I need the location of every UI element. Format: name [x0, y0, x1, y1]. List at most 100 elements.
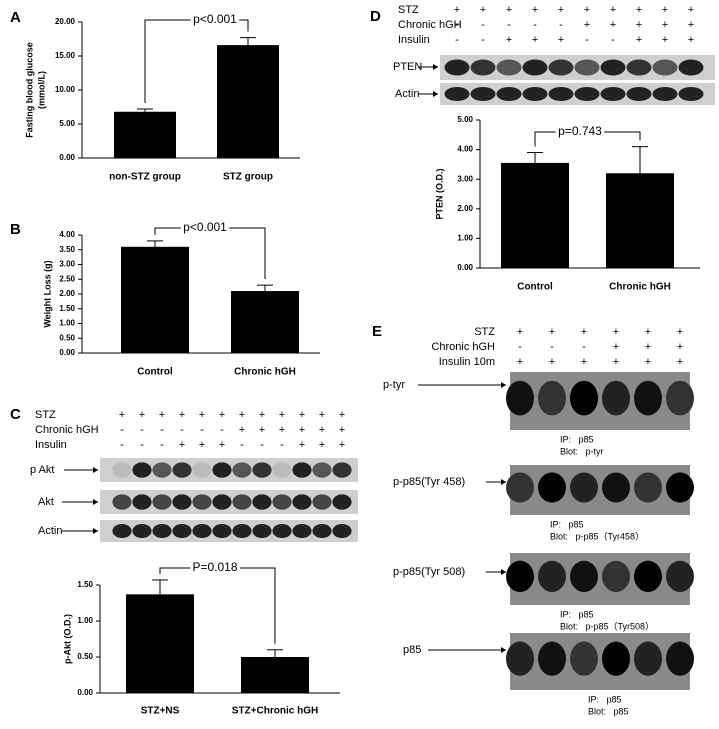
condition-sign: +	[319, 409, 325, 421]
condition-sign: +	[159, 409, 165, 421]
y-tick-label: 1.00	[59, 319, 75, 328]
error-bar	[147, 240, 163, 247]
blot-band	[570, 560, 598, 593]
blot-band	[652, 59, 678, 76]
condition-sign: +	[688, 4, 694, 16]
blot-band	[444, 86, 470, 102]
condition-sign: -	[550, 341, 554, 353]
y-tick-label: 0.00	[59, 153, 75, 162]
condition-sign: -	[160, 439, 164, 451]
condition-sign: +	[506, 34, 512, 46]
blot-background	[510, 633, 690, 690]
blot-band	[232, 523, 252, 539]
blot-band	[112, 462, 132, 478]
blot-band	[522, 86, 548, 102]
condition-sign: -	[280, 439, 284, 451]
blot-band	[212, 523, 232, 539]
condition-sign: +	[532, 4, 538, 16]
condition-sign: +	[645, 341, 651, 353]
ip-caption: IP: p85	[550, 519, 584, 529]
blot-background	[510, 372, 690, 430]
condition-sign: -	[160, 424, 164, 436]
condition-sign: -	[611, 34, 615, 46]
blot-band	[506, 380, 534, 416]
condition-sign: +	[677, 326, 683, 338]
y-tick-label: 2.50	[59, 274, 75, 283]
blot-band	[292, 462, 312, 478]
condition-sign: -	[585, 34, 589, 46]
condition-sign: +	[339, 439, 345, 451]
condition-sign: -	[200, 424, 204, 436]
condition-sign: -	[582, 341, 586, 353]
blot-band	[132, 494, 152, 510]
x-tick-label: Chronic hGH	[609, 282, 671, 293]
condition-label: Chronic hGH	[35, 424, 99, 436]
x-tick-label: Control	[517, 282, 553, 293]
condition-sign: -	[455, 34, 459, 46]
condition-sign: +	[517, 356, 523, 368]
condition-sign: +	[636, 19, 642, 31]
y-tick-label: 5.00	[59, 119, 75, 128]
blot-band	[332, 523, 352, 539]
condition-label: STZ	[35, 409, 56, 421]
x-tick-label: non-STZ group	[109, 172, 181, 183]
blot-band	[506, 472, 534, 503]
error-bar	[137, 108, 153, 112]
blot-band	[312, 523, 332, 539]
blot-band	[192, 462, 212, 478]
error-bar	[152, 579, 168, 595]
condition-label: Chronic hGH	[398, 19, 462, 31]
y-axis-label: Weight Loss (g)	[42, 260, 52, 327]
significance-bracket	[159, 567, 276, 644]
arrow-head	[93, 467, 98, 473]
condition-sign: -	[140, 439, 144, 451]
y-tick-label: 3.50	[59, 245, 75, 254]
blot-caption: Blot: p85	[588, 706, 629, 716]
blot-band	[272, 462, 292, 478]
condition-sign: +	[532, 34, 538, 46]
condition-sign: +	[339, 409, 345, 421]
blot-band	[332, 462, 352, 478]
panel-label: D	[370, 8, 381, 25]
blot-background	[510, 553, 690, 605]
blot-band	[538, 472, 566, 503]
blot-band	[112, 523, 132, 539]
condition-sign: -	[240, 439, 244, 451]
condition-label: Insulin	[35, 439, 67, 451]
blot-band	[272, 494, 292, 510]
band-label: p Akt	[30, 464, 54, 476]
panel-label: E	[372, 323, 382, 340]
condition-sign: +	[299, 409, 305, 421]
y-tick-label: 4.00	[457, 145, 473, 154]
arrow-head	[433, 91, 438, 97]
condition-sign: -	[455, 19, 459, 31]
blot-band	[312, 494, 332, 510]
ip-caption: IP: p85	[560, 609, 594, 619]
y-tick-label: 1.00	[77, 616, 93, 625]
blot-band	[538, 641, 566, 676]
ip-caption: IP: p85	[560, 434, 594, 444]
blot-band	[600, 59, 626, 76]
blot-caption: Blot: p-p85（Tyr508）	[560, 621, 654, 631]
blot-band	[192, 494, 212, 510]
blot-band	[152, 494, 172, 510]
blot-background	[510, 465, 690, 515]
condition-sign: -	[120, 424, 124, 436]
blot-band	[602, 472, 630, 503]
y-tick-label: 4.00	[59, 230, 75, 239]
blot-band	[292, 494, 312, 510]
blot-band	[232, 462, 252, 478]
p-value: P=0.018	[192, 560, 237, 574]
blot-band	[570, 380, 598, 416]
blot-band	[212, 494, 232, 510]
blot-band	[470, 59, 496, 76]
bar	[217, 45, 279, 159]
condition-label: Insulin 10m	[439, 356, 495, 368]
bar	[121, 246, 189, 353]
condition-sign: +	[610, 19, 616, 31]
condition-sign: +	[613, 326, 619, 338]
condition-sign: +	[636, 34, 642, 46]
y-tick-label: 5.00	[457, 115, 473, 124]
condition-sign: +	[259, 424, 265, 436]
condition-sign: -	[140, 424, 144, 436]
